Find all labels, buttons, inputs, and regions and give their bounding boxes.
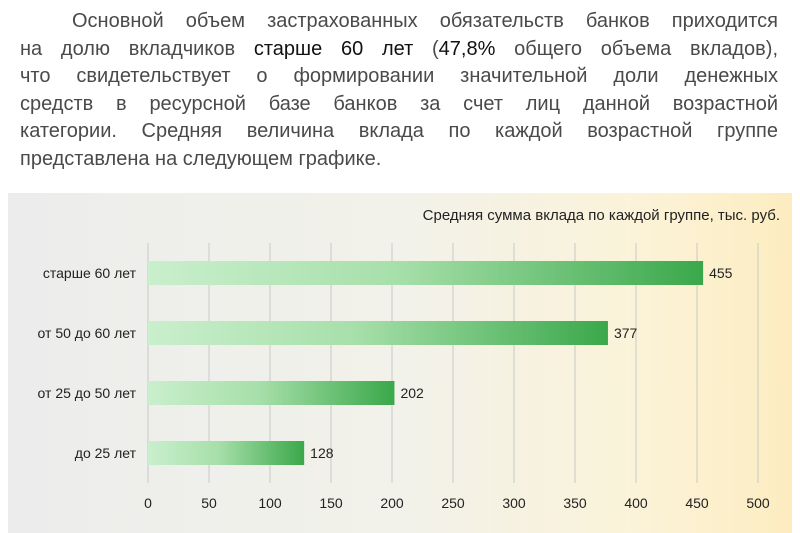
- paragraph-line-4: средств в ресурсной базе банков за счет …: [20, 92, 778, 115]
- bar-chart: Средняя сумма вклада по каждой группе, т…: [38, 207, 780, 511]
- x-tick-label: 300: [502, 495, 526, 511]
- category-label: от 50 до 60 лет: [38, 325, 137, 341]
- x-tick-label: 100: [258, 495, 282, 511]
- paragraph-line-2-part-a: на долю вкладчиков: [20, 37, 254, 60]
- x-tick-label: 350: [563, 495, 587, 511]
- bar-3: [148, 441, 305, 465]
- intro-paragraph: Основной объем застрахованных обязательс…: [20, 8, 778, 173]
- paragraph-line-5: категории. Средняя величина вклада по ка…: [20, 120, 778, 142]
- labels: 0 50 100 150 200 250 300 350 400 450 500 старше 60 …: [38, 265, 770, 511]
- data-label: 128: [310, 445, 334, 461]
- highlight-age-group: старше 60 лет: [253, 37, 414, 60]
- category-label: от 25 до 50 лет: [38, 385, 137, 401]
- x-tick-label: 0: [144, 495, 152, 511]
- paragraph-line-2-part-c: (: [413, 37, 439, 60]
- paragraph-line-1: Основной объем застрахованных обязательс…: [72, 10, 778, 32]
- highlight-share-percent: 47,8%: [438, 37, 496, 60]
- x-tick-label: 200: [380, 495, 404, 511]
- data-label: 455: [709, 265, 733, 281]
- x-tick-label: 150: [319, 495, 343, 511]
- chart-panel: Средняя сумма вклада по каждой группе, т…: [8, 193, 792, 533]
- x-tick-label: 400: [624, 495, 648, 511]
- data-label: 377: [614, 325, 638, 341]
- paragraph-line-2-part-e: общего объема вкладов),: [495, 37, 779, 60]
- bar-0: [148, 261, 704, 285]
- x-tick-label: 50: [201, 495, 217, 511]
- category-label: до 25 лет: [75, 445, 137, 461]
- bars: [148, 261, 704, 465]
- x-tick-label: 250: [441, 495, 465, 511]
- chart-title: Средняя сумма вклада по каждой группе, т…: [423, 207, 780, 224]
- paragraph-line-3: что свидетельствует о формировании значи…: [20, 65, 778, 87]
- paragraph-line-2: на долю вкладчиков старше 60 лет (47,8% …: [20, 36, 778, 64]
- x-tick-label: 500: [746, 495, 770, 511]
- x-tick-label: 450: [685, 495, 709, 511]
- bar-2: [148, 381, 395, 405]
- paragraph-line-6: представлена на следующем графике.: [20, 147, 382, 170]
- data-label: 202: [400, 385, 424, 401]
- category-label: старше 60 лет: [43, 265, 137, 281]
- bar-1: [148, 321, 608, 345]
